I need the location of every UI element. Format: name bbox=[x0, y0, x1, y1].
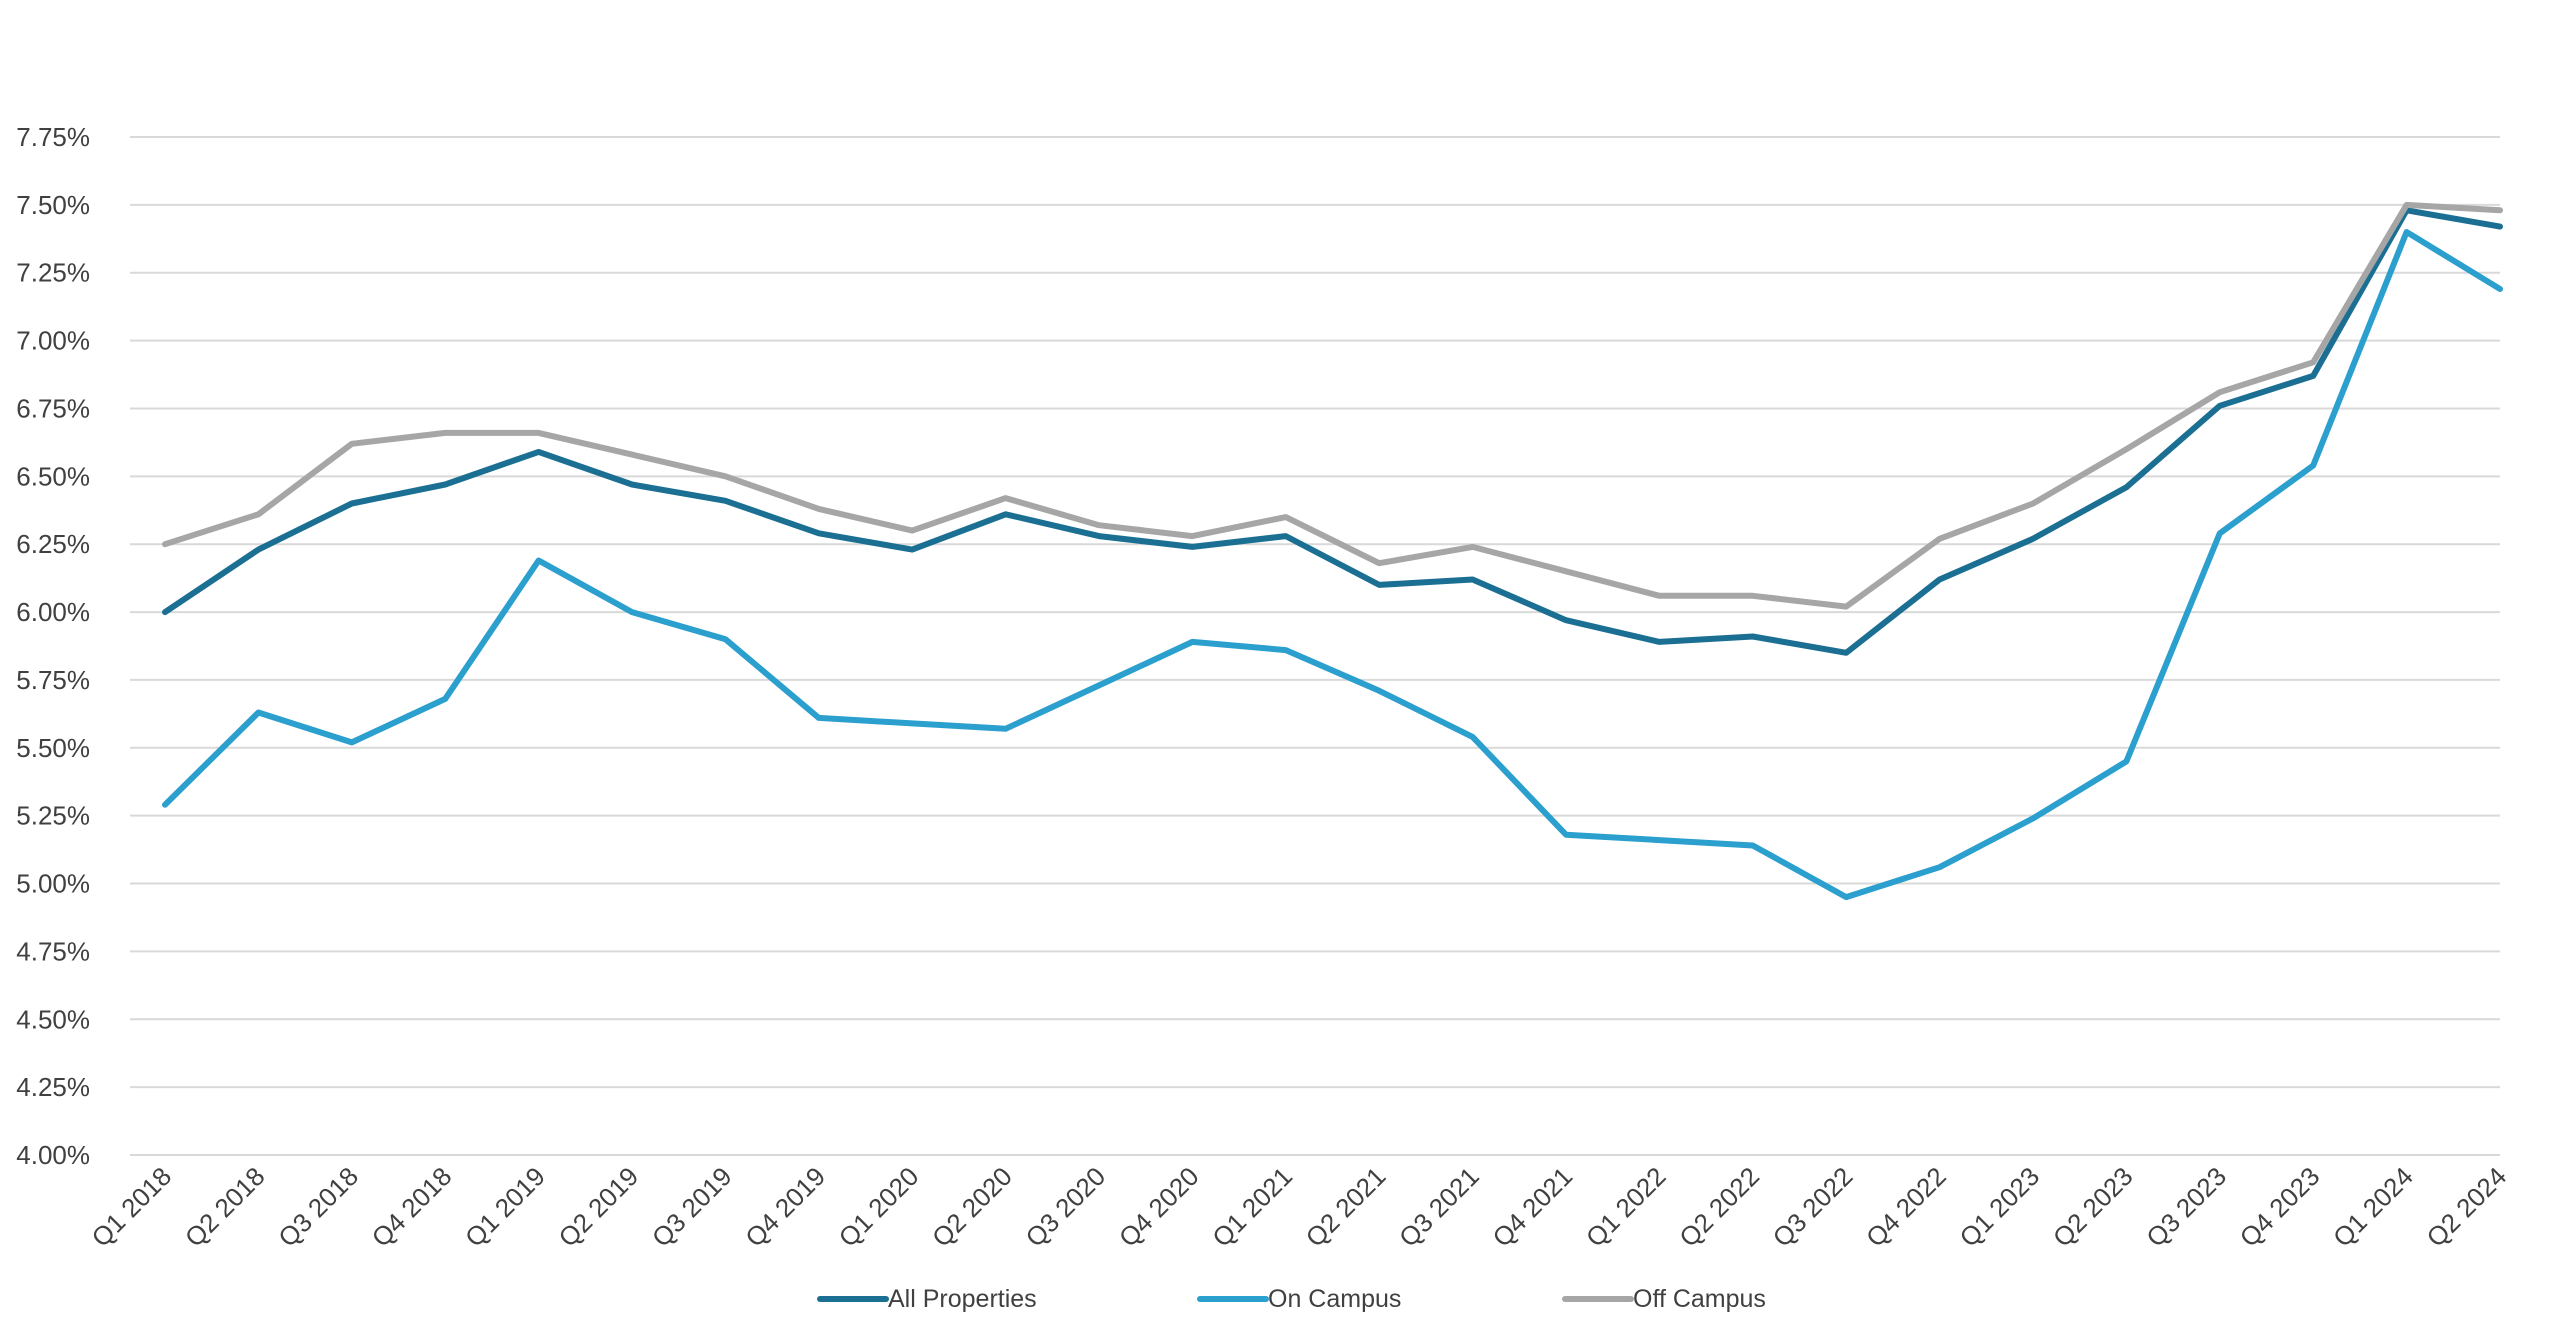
y-tick-label: 7.00% bbox=[16, 326, 90, 356]
y-axis-tick-labels: 4.00% 4.25% 4.50% 4.75% 5.00% 5.25% 5.50% 5.75%… bbox=[16, 122, 90, 1170]
x-tick-label: Q4 2023 bbox=[2234, 1161, 2326, 1253]
x-tick-label: Q2 2020 bbox=[926, 1161, 1018, 1253]
x-tick-label: Q3 2019 bbox=[646, 1161, 738, 1253]
x-tick-label: Q3 2018 bbox=[272, 1161, 364, 1253]
x-tick-label: Q4 2018 bbox=[366, 1161, 458, 1253]
legend: All Properties On Campus Off Campus bbox=[817, 1285, 1766, 1313]
y-tick-label: 7.50% bbox=[16, 190, 90, 220]
x-tick-label: Q2 2022 bbox=[1673, 1161, 1765, 1253]
y-tick-label: 6.75% bbox=[16, 393, 90, 423]
x-tick-label: Q2 2023 bbox=[2047, 1161, 2139, 1253]
legend-label: All Properties bbox=[888, 1285, 1037, 1313]
legend-label: Off Campus bbox=[1633, 1285, 1766, 1313]
x-tick-label: Q1 2018 bbox=[85, 1161, 177, 1253]
x-tick-label: Q3 2020 bbox=[1019, 1161, 1111, 1253]
y-tick-label: 5.50% bbox=[16, 733, 90, 763]
legend-item-all-properties: All Properties bbox=[817, 1285, 1037, 1313]
y-tick-label: 4.75% bbox=[16, 936, 90, 966]
x-tick-label: Q4 2020 bbox=[1113, 1161, 1205, 1253]
y-tick-label: 7.25% bbox=[16, 258, 90, 288]
x-tick-label: Q2 2019 bbox=[552, 1161, 644, 1253]
x-tick-label: Q4 2022 bbox=[1860, 1161, 1952, 1253]
x-tick-label: Q1 2021 bbox=[1206, 1161, 1298, 1253]
y-tick-label: 7.75% bbox=[16, 122, 90, 152]
x-tick-label: Q1 2022 bbox=[1580, 1161, 1672, 1253]
y-tick-label: 5.25% bbox=[16, 801, 90, 831]
series-line-on-campus bbox=[162, 229, 2503, 901]
x-tick-label: Q2 2021 bbox=[1300, 1161, 1392, 1253]
y-tick-label: 6.25% bbox=[16, 529, 90, 559]
legend-item-off-campus: Off Campus bbox=[1562, 1285, 1766, 1313]
y-tick-label: 4.25% bbox=[16, 1072, 90, 1102]
series-line-off-campus bbox=[162, 201, 2503, 610]
legend-label: On Campus bbox=[1268, 1285, 1401, 1313]
x-tick-label: Q1 2019 bbox=[459, 1161, 551, 1253]
x-tick-label: Q3 2022 bbox=[1767, 1161, 1859, 1253]
x-tick-label: Q2 2018 bbox=[179, 1161, 271, 1253]
x-axis-tick-labels: Q1 2018 Q2 2018 Q3 2018 Q4 2018 Q1 2019 Q2 20… bbox=[85, 1161, 2512, 1253]
y-tick-label: 4.00% bbox=[16, 1140, 90, 1170]
x-tick-label: Q1 2024 bbox=[2327, 1161, 2419, 1253]
x-tick-label: Q4 2021 bbox=[1486, 1161, 1578, 1253]
y-tick-label: 5.00% bbox=[16, 869, 90, 899]
series-lines bbox=[162, 201, 2503, 901]
y-tick-label: 6.50% bbox=[16, 461, 90, 491]
series-line-all-properties bbox=[162, 207, 2503, 656]
y-tick-label: 4.50% bbox=[16, 1004, 90, 1034]
x-tick-label: Q3 2023 bbox=[2140, 1161, 2232, 1253]
x-tick-label: Q2 2024 bbox=[2420, 1161, 2512, 1253]
x-tick-label: Q1 2020 bbox=[833, 1161, 925, 1253]
y-tick-label: 5.75% bbox=[16, 665, 90, 695]
legend-item-on-campus: On Campus bbox=[1197, 1285, 1401, 1313]
y-tick-label: 6.00% bbox=[16, 597, 90, 627]
gridlines bbox=[130, 136, 2500, 1156]
x-tick-label: Q1 2023 bbox=[1953, 1161, 2045, 1253]
x-tick-label: Q4 2019 bbox=[739, 1161, 831, 1253]
x-tick-label: Q3 2021 bbox=[1393, 1161, 1485, 1253]
